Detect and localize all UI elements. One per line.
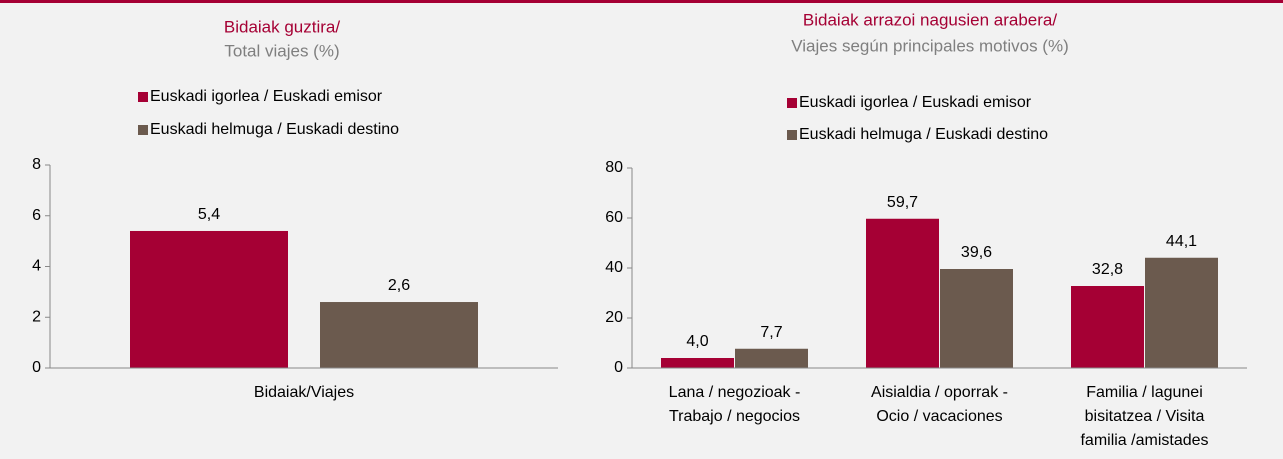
chart-title: Bidaiak arrazoi nagusien arabera/ xyxy=(803,10,1057,29)
y-tick-label: 20 xyxy=(605,309,623,326)
data-label: 7,7 xyxy=(760,324,782,341)
legend-swatch xyxy=(787,98,797,108)
data-label: 44,1 xyxy=(1166,233,1197,250)
bar xyxy=(661,358,734,368)
y-tick-label: 6 xyxy=(32,207,41,224)
bar xyxy=(320,302,478,368)
chart-subtitle: Total viajes (%) xyxy=(224,41,339,60)
bar xyxy=(866,218,939,368)
legend-swatch xyxy=(138,92,148,102)
legend-label: Euskadi igorlea / Euskadi emisor xyxy=(150,88,383,105)
data-label: 39,6 xyxy=(961,244,992,261)
legend-label: Euskadi igorlea / Euskadi emisor xyxy=(799,94,1032,111)
legend-label: Euskadi helmuga / Euskadi destino xyxy=(799,126,1048,143)
y-tick-label: 0 xyxy=(32,359,41,376)
y-tick-label: 8 xyxy=(32,156,41,173)
data-label: 5,4 xyxy=(198,206,220,223)
legend-label: Euskadi helmuga / Euskadi destino xyxy=(150,121,399,138)
bar xyxy=(1071,286,1144,368)
x-tick-label: bisitatzea / Visita xyxy=(1085,408,1205,425)
legend-swatch xyxy=(787,130,797,140)
data-label: 32,8 xyxy=(1092,261,1123,278)
data-label: 59,7 xyxy=(887,194,918,211)
x-tick-label: Lana / negozioak - xyxy=(669,384,801,401)
chart-title: Bidaiak guztira/ xyxy=(224,17,341,36)
data-label: 2,6 xyxy=(388,277,410,294)
y-tick-label: 2 xyxy=(32,308,41,325)
x-tick-label: Trabajo / negocios xyxy=(669,408,800,425)
chart-subtitle: Viajes según principales motivos (%) xyxy=(791,36,1068,55)
y-tick-label: 40 xyxy=(605,259,623,276)
y-tick-label: 0 xyxy=(614,359,623,376)
bar xyxy=(1145,257,1218,368)
legend-swatch xyxy=(138,125,148,135)
x-tick-label: Familia / lagunei xyxy=(1086,384,1203,401)
top-border xyxy=(0,0,1283,3)
data-label: 4,0 xyxy=(686,333,708,350)
bar xyxy=(940,269,1013,368)
bar xyxy=(735,348,808,368)
y-tick-label: 4 xyxy=(32,258,41,275)
bar xyxy=(130,230,288,368)
x-tick-label: Ocio / vacaciones xyxy=(876,408,1002,425)
x-tick-label: Bidaiak/Viajes xyxy=(254,384,354,401)
x-tick-label: familia /amistades xyxy=(1080,432,1208,449)
x-tick-label: Aisialdia / oporrak - xyxy=(871,384,1008,401)
y-tick-label: 60 xyxy=(605,209,623,226)
y-tick-label: 80 xyxy=(605,159,623,176)
